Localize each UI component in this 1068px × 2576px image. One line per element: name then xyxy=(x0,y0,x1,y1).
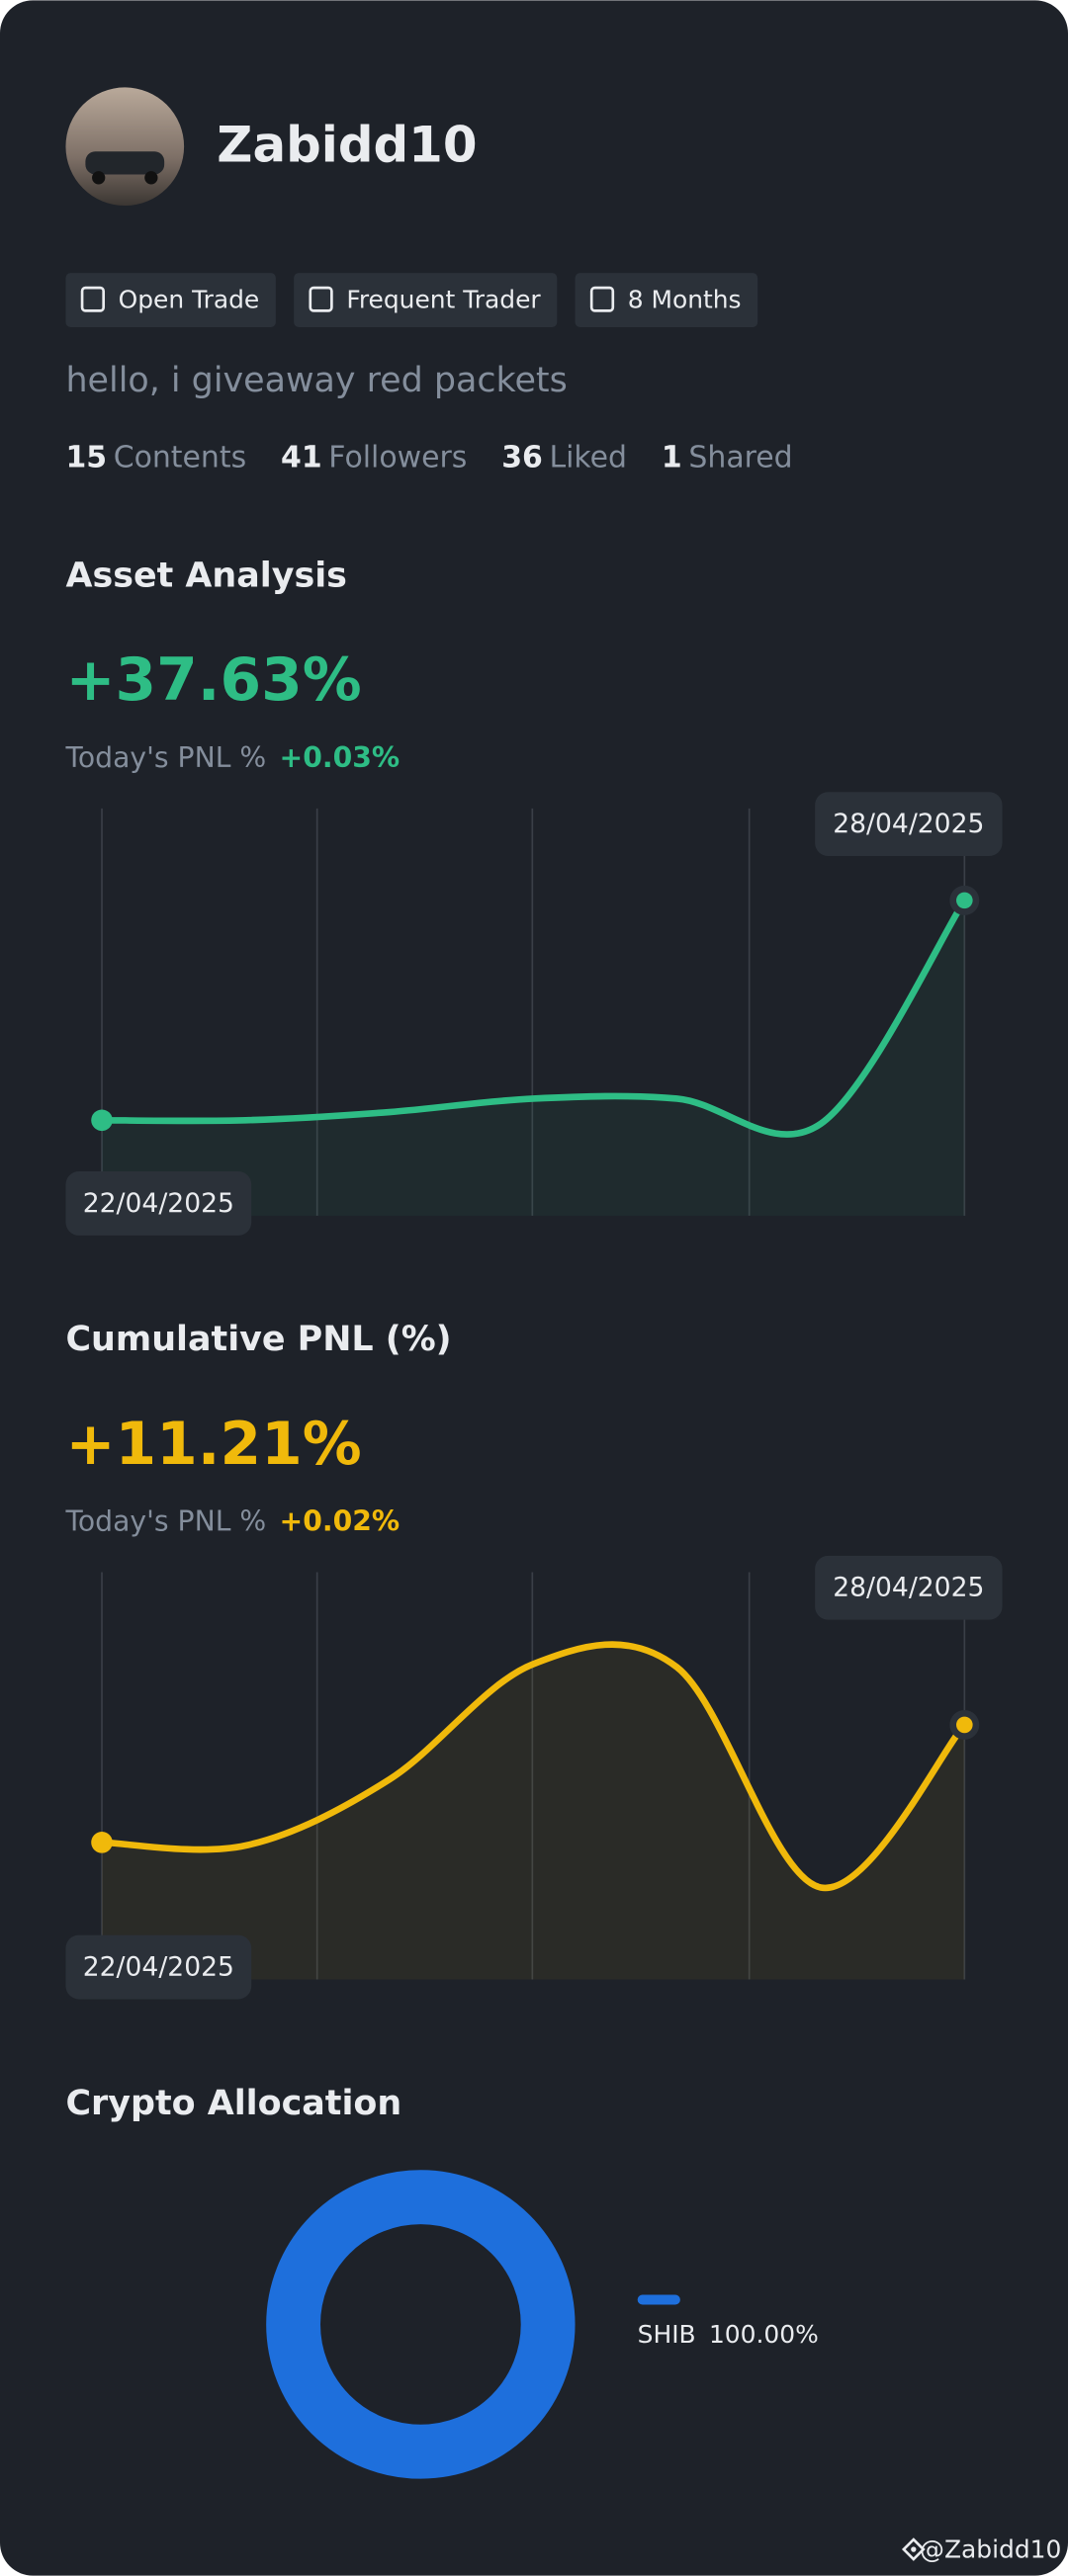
date-badge xyxy=(65,1934,252,2000)
stat-label: Shared xyxy=(688,440,792,474)
pnl-label: Today's PNL % xyxy=(64,1505,266,1538)
donut-slice xyxy=(266,2170,576,2479)
end-date: 28/04/2025 xyxy=(833,809,984,839)
tag[interactable]: 8 Months xyxy=(575,273,758,327)
line xyxy=(98,897,968,1138)
watermark-icon xyxy=(901,2537,926,2561)
start-point xyxy=(91,1832,113,1853)
legend-label: SHIB xyxy=(638,2320,696,2349)
headline: +11.21% xyxy=(65,1410,361,1479)
stat-value: 41 xyxy=(281,440,322,474)
date-badge xyxy=(815,792,1003,857)
stat-label: Liked xyxy=(549,440,627,474)
stat-value: 1 xyxy=(662,440,682,474)
tag-icon xyxy=(589,286,615,312)
section-title: Cumulative PNL (%) xyxy=(65,1320,451,1359)
date-badge xyxy=(815,1555,1003,1620)
headline: +37.63% xyxy=(65,645,361,715)
tag-bg xyxy=(65,273,276,327)
stat-value: 15 xyxy=(65,440,107,474)
pnl-value: +0.02% xyxy=(280,1505,400,1538)
tag-label: Frequent Trader xyxy=(346,285,541,313)
stat-label: Followers xyxy=(328,440,467,474)
watermark: @Zabidd10 xyxy=(920,2535,1061,2564)
area xyxy=(102,1644,965,1980)
start-point xyxy=(91,1109,113,1132)
tag-bg xyxy=(575,273,758,327)
pnl-value: +0.03% xyxy=(280,741,400,774)
tag[interactable]: Frequent Trader xyxy=(294,273,558,327)
start-date: 22/04/2025 xyxy=(83,1951,234,1982)
tag-icon xyxy=(309,286,333,312)
pnl-label: Today's PNL % xyxy=(64,741,266,774)
area xyxy=(102,900,965,1216)
end-point xyxy=(956,1716,973,1734)
tag-label: 8 Months xyxy=(628,285,742,313)
end-date: 28/04/2025 xyxy=(833,1573,984,1603)
date-badge xyxy=(65,1171,252,1236)
tag-label: Open Trade xyxy=(119,285,260,313)
start-date: 22/04/2025 xyxy=(83,1188,234,1219)
section-title: Asset Analysis xyxy=(65,557,346,596)
stat-value: 36 xyxy=(501,440,543,474)
line xyxy=(98,1641,968,1891)
user-name: Zabidd10 xyxy=(217,116,477,173)
tag[interactable]: Open Trade xyxy=(65,273,276,327)
end-point xyxy=(956,892,973,909)
tag-icon xyxy=(80,286,106,312)
bio: hello, i giveaway red packets xyxy=(65,361,567,400)
legend-value: 100.00% xyxy=(709,2320,819,2349)
avatar[interactable] xyxy=(65,87,185,207)
tag-bg xyxy=(294,273,558,327)
section-title: Crypto Allocation xyxy=(65,2084,401,2123)
stat-label: Contents xyxy=(114,440,246,474)
legend-swatch xyxy=(637,2294,680,2305)
